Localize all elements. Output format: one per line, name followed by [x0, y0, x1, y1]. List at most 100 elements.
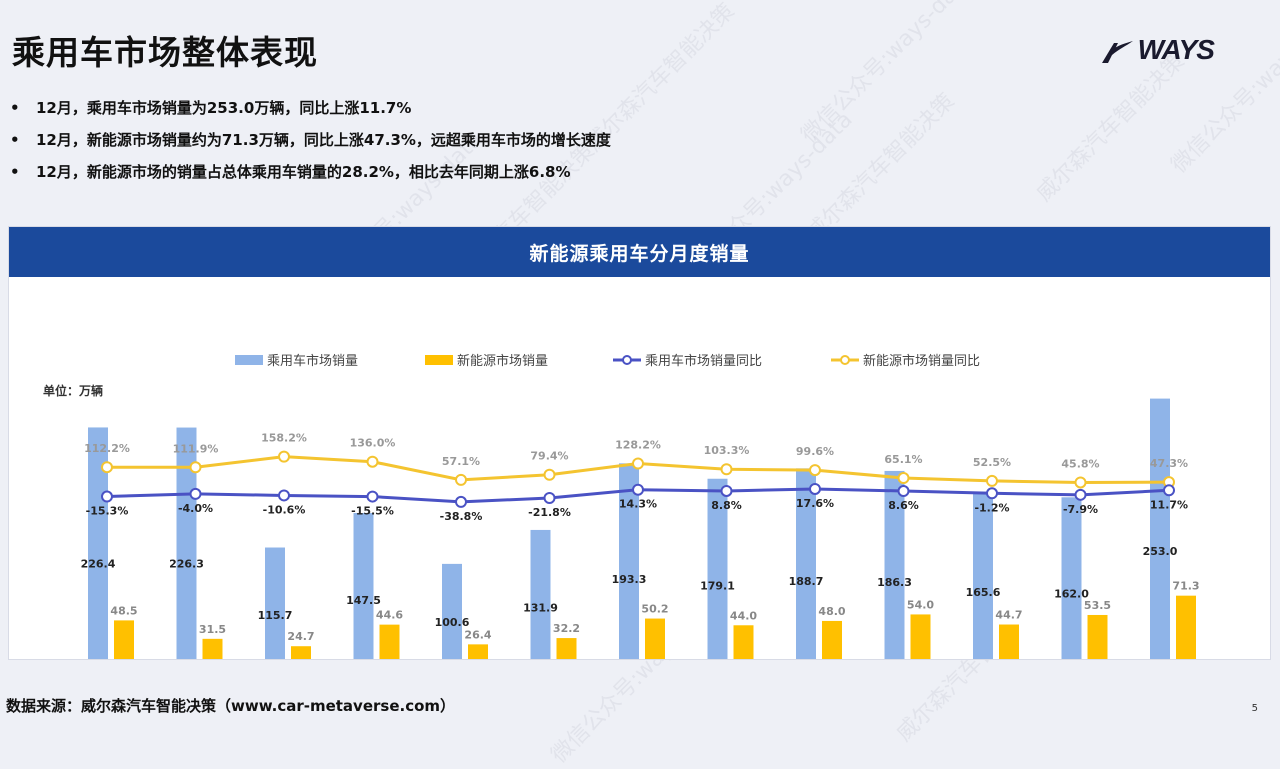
nev-yoy-label: 99.6%: [796, 445, 834, 458]
watermark-text: 威尔森汽车智能决策: [801, 88, 960, 247]
bar-nev-sales: [910, 614, 931, 673]
summary-bullets: 12月，乘用车市场销量为253.0万辆，同比上涨11.7% 12月，新能源市场销…: [10, 92, 611, 188]
total-yoy-label: 8.6%: [888, 499, 919, 512]
bar-nev-sales: [1087, 614, 1108, 673]
nev-yoy-point: [809, 464, 821, 477]
total-yoy-point: [455, 495, 467, 508]
total-yoy-point: [809, 482, 821, 495]
total-yoy-label: -4.0%: [178, 502, 213, 515]
bar-nev-sales: [733, 625, 754, 673]
nev-yoy-label: 136.0%: [350, 437, 396, 450]
nev-yoy-point: [720, 463, 733, 476]
bar-total-sales: [973, 493, 993, 673]
bar-total-sales: [530, 529, 551, 673]
bar-nev-sales: [645, 618, 665, 673]
nev-yoy-label: 111.9%: [173, 442, 219, 455]
bar-nev-sales: [999, 624, 1019, 673]
data-label-total-sales: 179.1: [700, 579, 735, 592]
bar-nev-sales: [291, 646, 311, 673]
watermark-text: 微信公众号:ways-data: [796, 0, 978, 149]
total-yoy-label: 17.6%: [796, 497, 834, 510]
bullet-item: 12月，新能源市场销量约为71.3万辆，同比上涨47.3%，远超乘用车市场的增长…: [10, 124, 611, 156]
data-label-total-sales: 100.6: [435, 616, 470, 629]
data-label-total-sales: 147.5: [346, 594, 381, 607]
data-label-nev-sales: 44.0: [730, 609, 757, 622]
nev-yoy-label: 65.1%: [884, 453, 922, 466]
monthly-sales-chart: 乘用车市场销量 新能源市场销量 乘用车市场销量同比 新能源市场销量同比 单位：万…: [43, 353, 1209, 702]
footer-source: 数据来源：威尔森汽车智能决策（www.car-metaverse.com）: [6, 697, 456, 715]
bar-nev-sales: [114, 620, 134, 673]
total-yoy-label: -15.3%: [86, 505, 129, 518]
data-label-total-sales: 115.7: [258, 609, 293, 622]
logo-text: WAYS: [1137, 34, 1215, 65]
nev-yoy-label: 52.5%: [973, 456, 1011, 469]
chart-panel: 新能源乘用车分月度销量 乘用车市场销量 新能源市场销量 乘用车市场销量同比 新能…: [8, 226, 1271, 702]
page-number: 5: [1251, 703, 1258, 714]
watermark-text: 微信公众号:ways-data: [1166, 0, 1280, 179]
total-yoy-point: [1163, 484, 1175, 497]
nev-yoy-point: [543, 468, 556, 481]
watermark-text: 威尔森汽车智能决策: [1031, 48, 1190, 207]
data-label-nev-sales: 71.3: [1172, 580, 1199, 593]
data-label-total-sales: 165.6: [966, 586, 1001, 599]
data-label-nev-sales: 48.5: [110, 604, 137, 617]
data-label-total-sales: 193.3: [612, 573, 647, 586]
bar-total-sales: [884, 470, 905, 673]
chart-legend: 乘用车市场销量 新能源市场销量 乘用车市场销量同比 新能源市场销量同比: [235, 353, 980, 369]
total-yoy-point: [897, 485, 910, 498]
chart-title: 新能源乘用车分月度销量: [529, 242, 750, 265]
data-label-total-sales: 253.0: [1143, 545, 1178, 558]
data-label-nev-sales: 53.5: [1084, 599, 1111, 612]
total-yoy-point: [366, 490, 379, 503]
bar-nev-sales: [556, 638, 577, 673]
total-yoy-point: [278, 489, 290, 502]
total-yoy-point: [101, 490, 113, 503]
data-label-total-sales: 186.3: [877, 576, 912, 589]
total-yoy-label: 14.3%: [619, 498, 657, 511]
nev-yoy-point: [189, 461, 202, 474]
nev-yoy-label: 45.8%: [1061, 457, 1099, 470]
legend-marker-nev-yoy: [840, 355, 850, 365]
bar-nev-sales: [202, 638, 223, 673]
data-label-nev-sales: 26.4: [464, 628, 491, 641]
bar-total-sales: [353, 513, 374, 673]
data-label-nev-sales: 32.2: [553, 622, 580, 635]
bar-total-sales: [707, 478, 728, 673]
data-label-total-sales: 162.0: [1054, 587, 1089, 600]
nev-yoy-point: [632, 457, 644, 470]
bar-nev-sales: [822, 620, 842, 673]
ways-logo-icon: [1101, 41, 1133, 63]
total-yoy-label: 11.7%: [1150, 498, 1188, 511]
bar-total-sales: [88, 427, 108, 673]
total-yoy-point: [632, 483, 644, 496]
nev-yoy-point: [986, 474, 998, 487]
bar-total-sales: [796, 468, 816, 673]
data-label-total-sales: 188.7: [789, 575, 824, 588]
legend-label-total-yoy: 乘用车市场销量同比: [645, 353, 762, 369]
lines-group: [101, 450, 1175, 508]
bar-nev-sales: [1176, 595, 1196, 673]
legend-marker-total-yoy: [622, 355, 632, 365]
nev-yoy-label: 128.2%: [615, 439, 661, 452]
nev-yoy-label: 112.2%: [84, 442, 130, 455]
data-label-nev-sales: 44.6: [376, 609, 403, 622]
total-yoy-label: -1.2%: [974, 501, 1009, 514]
bar-total-sales: [619, 463, 639, 673]
legend-label-nev-yoy: 新能源市场销量同比: [863, 353, 980, 369]
nev-yoy-label: 47.3%: [1150, 457, 1188, 470]
bar-total-sales: [442, 563, 462, 673]
total-yoy-label: 8.8%: [711, 499, 742, 512]
total-yoy-label: -15.5%: [351, 505, 394, 518]
data-label-nev-sales: 24.7: [287, 630, 314, 643]
total-yoy-label: -10.6%: [263, 503, 306, 516]
nev-yoy-label: 79.4%: [530, 450, 568, 463]
labels-group: 226.448.512月226.331.52022年1月115.724.72月1…: [81, 432, 1200, 702]
total-yoy-point: [543, 492, 556, 505]
chart-header: 新能源乘用车分月度销量: [9, 227, 1270, 277]
legend-swatch-total-sales: [235, 355, 263, 365]
bar-total-sales: [176, 427, 197, 673]
nev-yoy-point: [366, 455, 379, 468]
nev-yoy-point: [101, 461, 113, 474]
bar-nev-sales: [468, 644, 488, 673]
data-label-nev-sales: 44.7: [995, 609, 1022, 622]
